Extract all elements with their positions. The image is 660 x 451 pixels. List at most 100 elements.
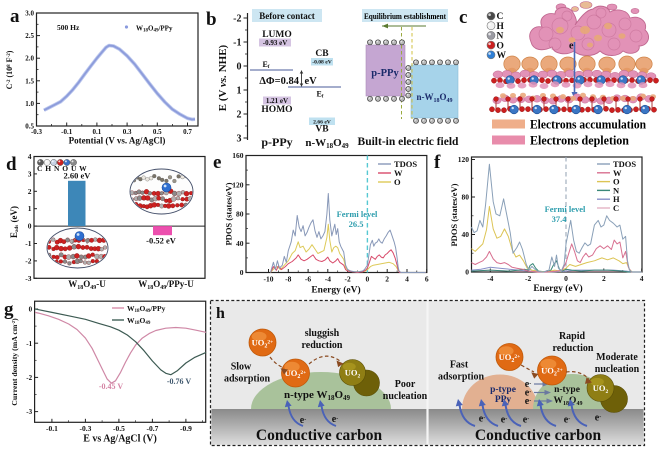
svg-text:Fast: Fast (450, 360, 469, 371)
svg-text:-2: -2 (525, 274, 531, 283)
svg-text:0: 0 (366, 275, 370, 284)
svg-text:e-: e- (525, 388, 531, 399)
svg-text:4: 4 (28, 152, 32, 161)
svg-text:-0.1: -0.1 (46, 424, 58, 433)
svg-text:-2: -2 (233, 14, 241, 25)
svg-text:-2: -2 (344, 275, 350, 284)
svg-text:-1: -1 (233, 38, 241, 49)
svg-text:Built-in electric field: Built-in electric field (358, 136, 460, 148)
svg-text:2.5: 2.5 (25, 32, 34, 40)
svg-text:W: W (613, 168, 622, 178)
svg-text:W18O49/PPy: W18O49/PPy (127, 304, 166, 314)
svg-text:N: N (613, 185, 620, 195)
svg-text:W: W (394, 168, 403, 178)
svg-text:500 Hz: 500 Hz (57, 23, 80, 32)
svg-text:1: 1 (28, 204, 32, 213)
svg-text:a: a (10, 6, 20, 27)
svg-text:h: h (216, 305, 225, 322)
svg-text:UO2: UO2 (345, 368, 361, 380)
svg-text:2: 2 (28, 187, 32, 196)
svg-text:-0.52 eV: -0.52 eV (146, 236, 177, 246)
svg-text:-0.9: -0.9 (180, 424, 192, 433)
svg-text:reduction: reduction (302, 340, 343, 351)
svg-text:4: 4 (405, 275, 409, 284)
svg-text:Eads (eV): Eads (eV) (9, 206, 20, 238)
svg-text:-6: -6 (305, 275, 311, 284)
svg-text:PPy: PPy (495, 395, 512, 405)
svg-text:0.7: 0.7 (183, 128, 192, 136)
svg-text:3.0: 3.0 (25, 10, 34, 18)
svg-text:2: 2 (602, 274, 606, 283)
svg-text:120: 120 (458, 155, 470, 164)
svg-text:W18O49/PPy-U: W18O49/PPy-U (138, 279, 194, 291)
svg-text:adsorption: adsorption (438, 372, 485, 383)
svg-text:HOMO: HOMO (261, 105, 292, 115)
svg-text:0: 0 (28, 222, 32, 231)
svg-text:3: 3 (28, 169, 32, 178)
svg-text:n-W18O49: n-W18O49 (416, 92, 452, 104)
svg-text:E (V vs. NHE): E (V vs. NHE) (217, 44, 229, 111)
svg-text:6: 6 (425, 275, 429, 284)
svg-text:e-: e- (564, 415, 570, 426)
svg-text:H: H (497, 22, 505, 32)
svg-text:p-type: p-type (490, 385, 516, 395)
svg-text:-2: -2 (25, 256, 31, 265)
svg-text:n-W18O49: n-W18O49 (305, 137, 349, 150)
svg-text:O: O (394, 177, 401, 187)
svg-text:nucleation: nucleation (595, 364, 640, 375)
svg-text:PDOS (states/eV): PDOS (states/eV) (224, 182, 234, 245)
svg-text:Electrons accumulation: Electrons accumulation (530, 117, 647, 132)
svg-text:PDOS (states/eV): PDOS (states/eV) (449, 183, 459, 246)
svg-text:0.5: 0.5 (25, 123, 34, 131)
svg-text:2: 2 (385, 275, 389, 284)
svg-text:e-: e- (525, 379, 531, 390)
svg-text:2.66 eV: 2.66 eV (313, 119, 331, 125)
svg-text:-0.7: -0.7 (146, 424, 158, 433)
svg-text:H: H (613, 194, 620, 204)
svg-text:-0.3: -0.3 (79, 424, 91, 433)
svg-text:VB: VB (315, 125, 329, 135)
svg-text:e-: e- (595, 413, 601, 424)
svg-text:2.0: 2.0 (25, 55, 34, 63)
svg-text:sluggish: sluggish (305, 328, 340, 339)
svg-text:0.5: 0.5 (153, 128, 162, 136)
svg-text:Before contact: Before contact (259, 11, 315, 21)
svg-text:C: C (497, 12, 504, 22)
svg-text:e-: e- (501, 415, 507, 426)
svg-text:E vs Ag/AgCl (V): E vs Ag/AgCl (V) (83, 433, 157, 444)
svg-text:ΔΦ=0.84: ΔΦ=0.84 (259, 76, 299, 87)
svg-text:LUMO: LUMO (262, 30, 292, 40)
svg-text:Equilibrium establishment: Equilibrium establishment (364, 11, 446, 21)
svg-text:c: c (459, 7, 467, 28)
svg-text:W: W (497, 51, 507, 61)
svg-text:0: 0 (465, 268, 469, 277)
svg-text:160: 160 (232, 151, 244, 160)
svg-text:Slow: Slow (231, 362, 252, 373)
svg-text:Conductive carbon: Conductive carbon (475, 427, 602, 444)
svg-text:UO22+: UO22+ (499, 352, 521, 364)
svg-text:40: 40 (462, 230, 470, 239)
svg-text:-0.08 eV: -0.08 eV (312, 60, 332, 66)
svg-text:W18O49: W18O49 (554, 396, 583, 407)
svg-text:Potential (V vs. Ag/AgCl): Potential (V vs. Ag/AgCl) (69, 136, 166, 146)
svg-text:e: e (213, 152, 221, 173)
svg-text:3: 3 (237, 134, 242, 145)
svg-text:Current density (mA cm-2): Current density (mA cm-2) (10, 318, 19, 406)
svg-text:1.0: 1.0 (25, 100, 34, 108)
svg-text:nucleation: nucleation (383, 391, 428, 402)
svg-text:-0.1: -0.1 (61, 128, 73, 136)
svg-text:TDOS: TDOS (613, 159, 636, 169)
svg-text:e-: e- (332, 414, 338, 425)
svg-text:adsorption: adsorption (224, 374, 271, 385)
svg-text:2.60 eV: 2.60 eV (64, 171, 92, 181)
svg-text:CB: CB (315, 49, 329, 59)
svg-text:O: O (613, 177, 620, 187)
svg-text:26.5: 26.5 (349, 219, 364, 229)
svg-text:-0.5: -0.5 (113, 424, 125, 433)
svg-text:2: 2 (237, 110, 242, 121)
svg-text:C-2 (108 F-2): C-2 (108 F-2) (5, 50, 14, 89)
svg-text:UO2: UO2 (593, 383, 609, 395)
svg-text:Rapid: Rapid (559, 331, 586, 342)
svg-text:80: 80 (462, 193, 470, 202)
svg-text:f: f (434, 152, 441, 173)
